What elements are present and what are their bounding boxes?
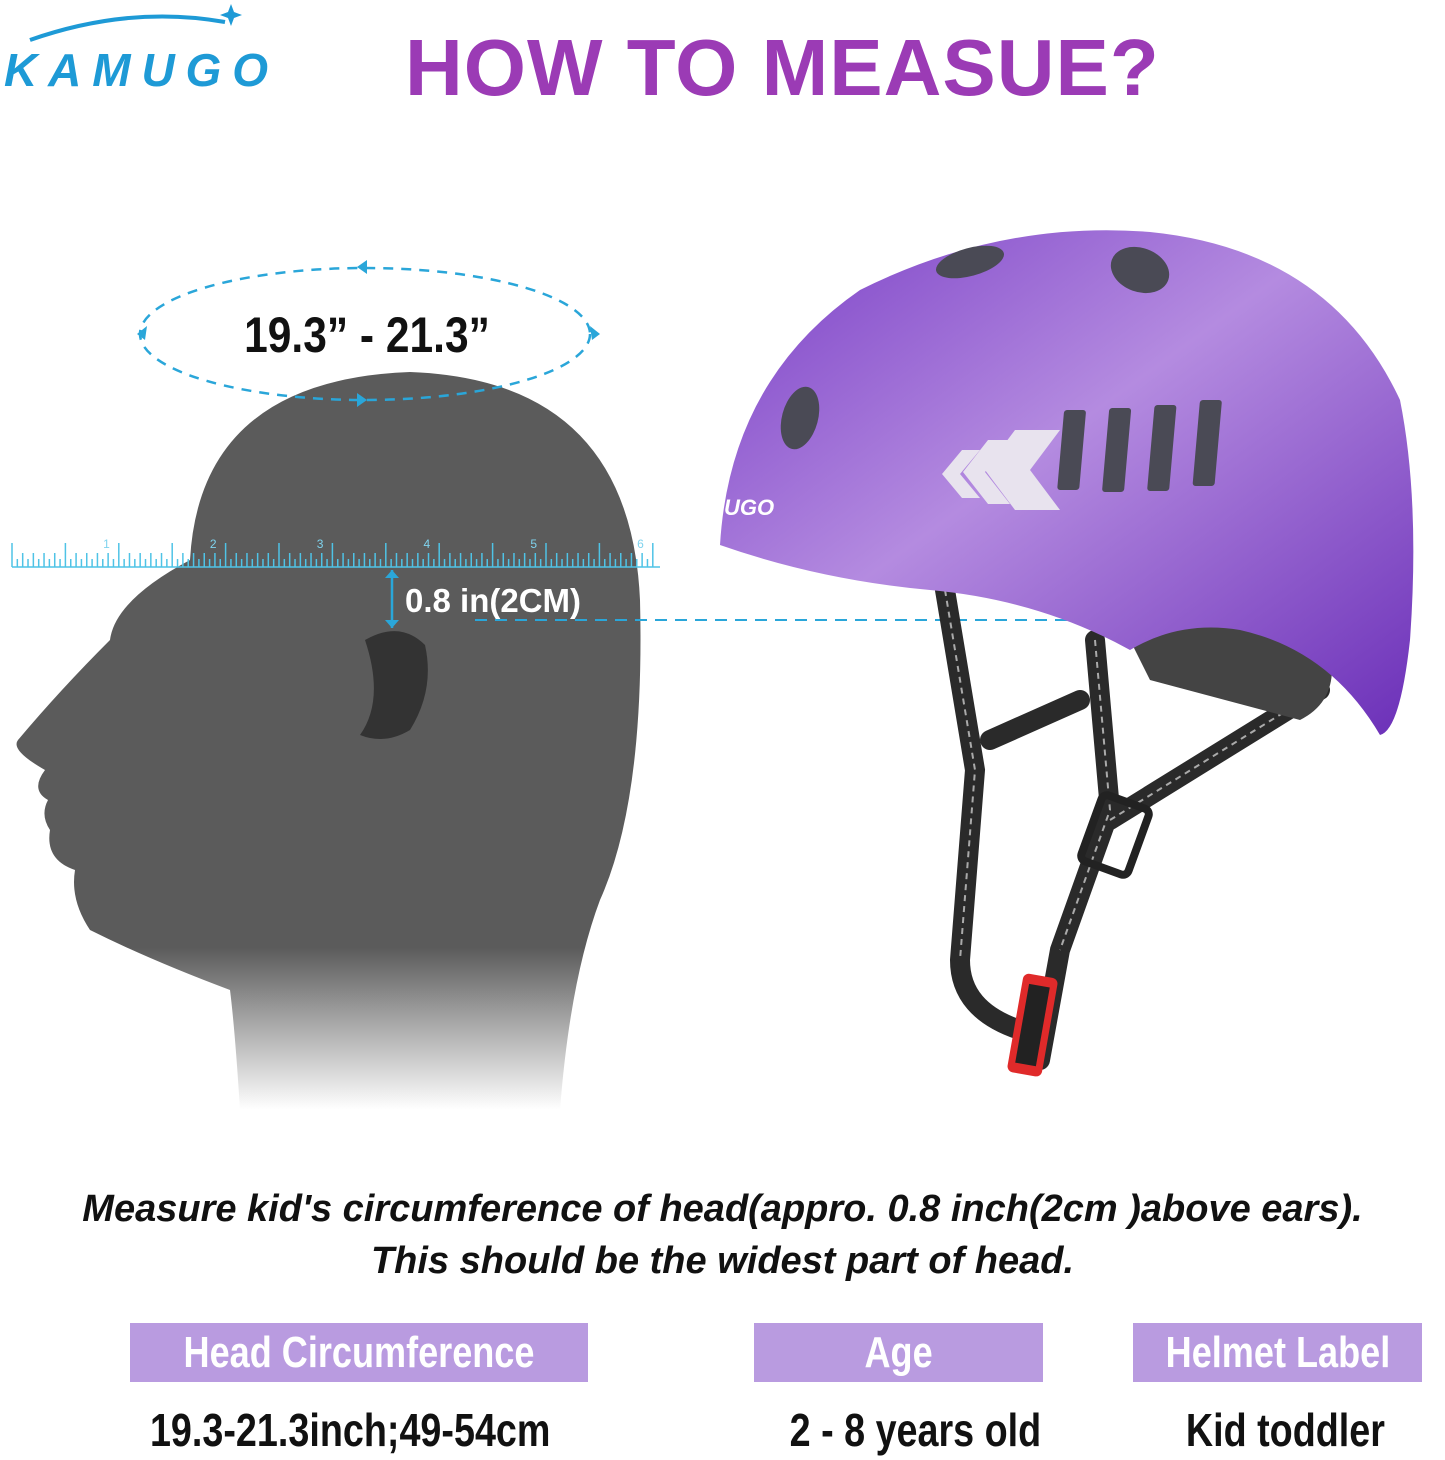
spec-value-head-circumference: 19.3-21.3inch;49-54cm — [149, 1404, 551, 1456]
ruler-label: 3 — [317, 537, 324, 551]
circumference-range: 19.3” - 21.3” — [244, 307, 490, 363]
chevron-decal — [942, 430, 1060, 510]
instruction-line-2: This should be the widest part of head. — [370, 1240, 1075, 1282]
spec-label-helmet-label: Helmet Label — [1133, 1323, 1422, 1382]
ruler-label: 6 — [637, 537, 644, 551]
ruler-label: 5 — [530, 537, 537, 551]
spec-value-age: 2 - 8 years old — [789, 1404, 1041, 1456]
ruler — [11, 543, 660, 568]
ruler-label: 4 — [424, 537, 431, 551]
spec-label-head-circumference: Head Circumference — [130, 1323, 588, 1382]
kamugo-logo: KAMUGO — [4, 4, 268, 96]
offset-label: 0.8 in(2CM) — [405, 582, 581, 619]
ear — [360, 631, 428, 739]
helmet-logo: UGO — [724, 495, 774, 520]
measure-diagram: 19.3” - 21.3” 1 2 3 4 5 6 0.8 in(2CM) — [11, 230, 1414, 1110]
head-silhouette — [16, 372, 641, 1110]
page-title: HOW TO MEASUE? — [405, 23, 1160, 112]
ruler-label: 2 — [210, 537, 217, 551]
spec-label-age: Age — [754, 1323, 1043, 1382]
ruler-label: 1 — [103, 537, 110, 551]
spec-value-helmet-label: Kid toddler — [1185, 1404, 1385, 1456]
instruction-line-1: Measure kid's circumference of head(appr… — [82, 1188, 1363, 1230]
